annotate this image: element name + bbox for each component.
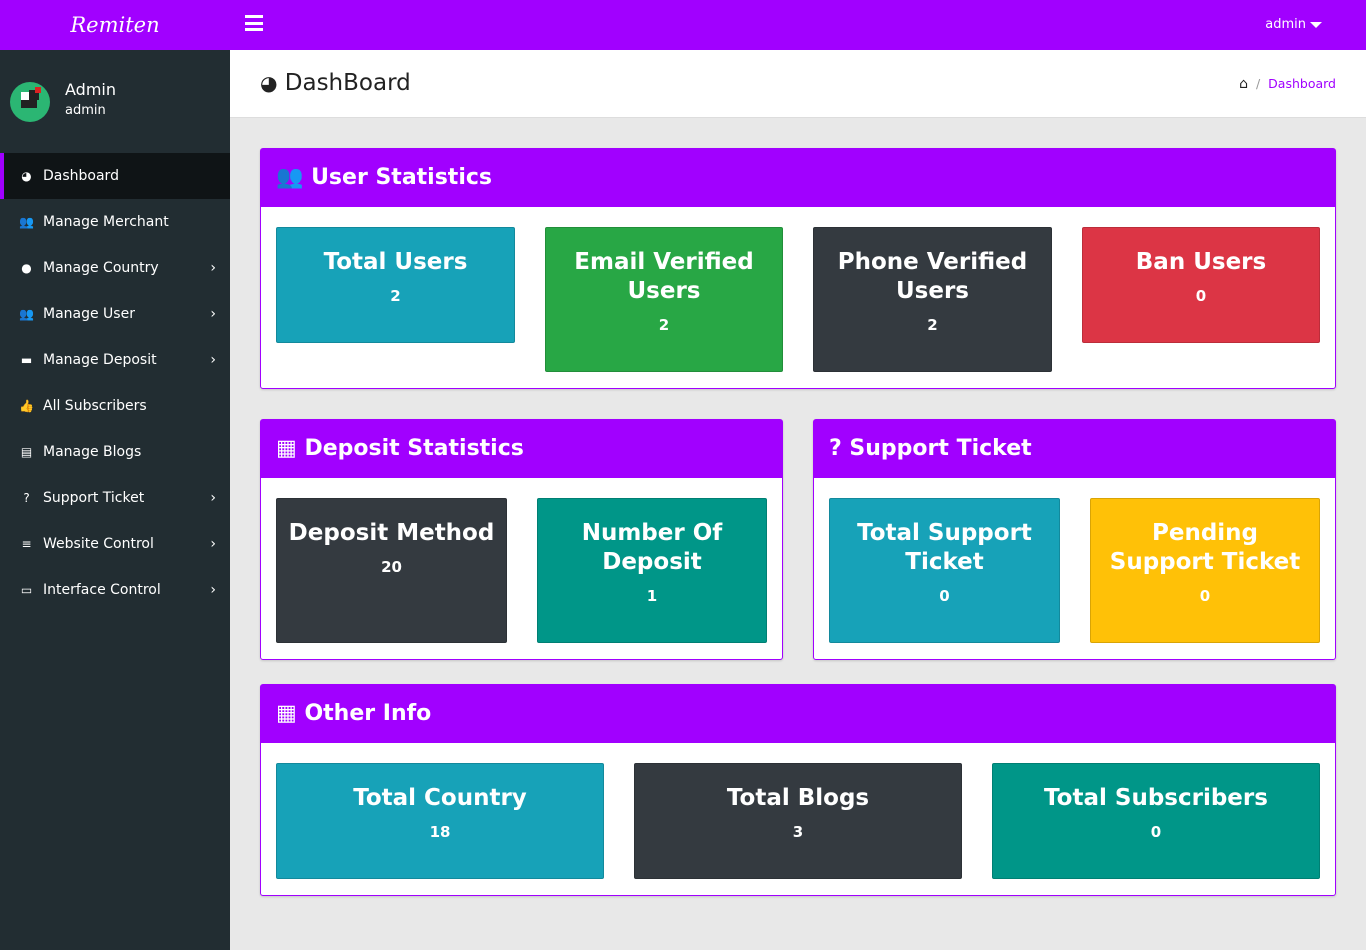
dashboard-icon: ◕ [21, 169, 32, 183]
sidebar-item-label: Manage Deposit [43, 352, 157, 368]
user-dropdown[interactable]: admin [1265, 17, 1322, 32]
sidebar-item-interface-control[interactable]: ▭ Interface Control › [0, 567, 230, 613]
stat-card[interactable]: Phone Verified Users 2 [813, 227, 1052, 372]
home-icon[interactable]: ⌂ [1239, 76, 1249, 92]
sidebar-item-label: Manage Merchant [43, 214, 169, 230]
stat-value: 0 [1195, 287, 1207, 305]
stat-label: Email Verified Users [574, 249, 754, 304]
stat-label: Total Subscribers [1044, 785, 1268, 811]
sidebar-item-label: All Subscribers [43, 398, 147, 414]
stat-value: 0 [1150, 823, 1162, 841]
sidebar-item-support-ticket[interactable]: ? Support Ticket › [0, 475, 230, 521]
sidebar-item-manage-user[interactable]: 👥 Manage User › [0, 291, 230, 337]
stat-label: Phone Verified Users [837, 249, 1028, 304]
chevron-right-icon: › [210, 490, 216, 506]
panel-header: ▦ Deposit Statistics [261, 420, 782, 478]
profile-name: Admin [65, 80, 116, 99]
breadcrumb: ⌂ / Dashboard [1239, 76, 1336, 92]
stat-value: 1 [646, 587, 658, 605]
stat-card[interactable]: Pending Support Ticket 0 [1090, 498, 1320, 643]
th-icon: ▦ [276, 701, 305, 726]
panel-title: ? Support Ticket [829, 436, 1032, 461]
stat-label: Ban Users [1135, 249, 1267, 275]
users-icon: 👥 [19, 215, 34, 229]
page-title: ◕ DashBoard [260, 70, 411, 96]
caret-down-icon [1310, 21, 1322, 28]
sidebar-item-manage-merchant[interactable]: 👥 Manage Merchant [0, 199, 230, 245]
dashboard-icon: ◕ [260, 71, 278, 95]
users-icon: 👥 [19, 307, 34, 321]
globe-icon: ● [21, 261, 32, 275]
sidebar-item-manage-deposit[interactable]: ▬ Manage Deposit › [0, 337, 230, 383]
breadcrumb-current[interactable]: Dashboard [1268, 76, 1336, 91]
stat-card[interactable]: Deposit Method 20 [276, 498, 507, 643]
panel-header: ? Support Ticket [814, 420, 1335, 478]
sidebar-item-label: Support Ticket [43, 490, 145, 506]
sidebar: Admin admin ◕ Dashboard 👥 Manage Merchant ● M… [0, 50, 230, 950]
stat-value: 3 [792, 823, 804, 841]
sidebar-item-label: Dashboard [43, 168, 119, 184]
chevron-right-icon: › [210, 260, 216, 276]
sidebar-item-dashboard[interactable]: ◕ Dashboard [0, 153, 230, 199]
stat-card[interactable]: Number Of Deposit 1 [537, 498, 767, 643]
stat-label: Pending Support Ticket [1109, 520, 1301, 575]
stat-card[interactable]: Total Country 18 [276, 763, 604, 879]
th-icon: ▦ [276, 436, 305, 461]
page-title-text: DashBoard [284, 70, 411, 96]
stat-card[interactable]: Ban Users 0 [1082, 227, 1320, 343]
stat-card[interactable]: Email Verified Users 2 [545, 227, 783, 372]
chevron-right-icon: › [210, 536, 216, 552]
stat-label: Total Blogs [726, 785, 870, 811]
sidebar-item-manage-country[interactable]: ● Manage Country › [0, 245, 230, 291]
panel-title: User Statistics [311, 165, 493, 190]
panel-header: 👥 User Statistics [261, 149, 1335, 207]
menu-toggle-icon[interactable] [245, 15, 263, 31]
newspaper-icon: ▤ [20, 445, 33, 459]
user-menu-label: admin [1265, 17, 1306, 32]
page-header: ◕ DashBoard ⌂ / Dashboard [230, 50, 1366, 118]
desktop-icon: ▭ [20, 583, 33, 597]
stat-label: Total Support Ticket [857, 520, 1032, 575]
stat-card[interactable]: Total Subscribers 0 [992, 763, 1320, 879]
users-icon: 👥 [276, 165, 312, 190]
question-circle-icon: ? [23, 491, 30, 505]
stat-label: Number Of Deposit [581, 520, 723, 575]
sidebar-item-website-control[interactable]: ≡ Website Control › [0, 521, 230, 567]
stat-label: Total Users [323, 249, 468, 275]
thumbs-up-icon: 👍 [19, 399, 34, 413]
stat-card[interactable]: Total Support Ticket 0 [829, 498, 1060, 643]
brand-logo[interactable]: Remiten [70, 13, 160, 37]
stat-card[interactable]: Total Users 2 [276, 227, 515, 343]
sidebar-item-label: Interface Control [43, 582, 161, 598]
stat-value: 18 [429, 823, 451, 841]
panel-header: ▦ Other Info [261, 685, 1335, 743]
top-navbar: Remiten admin [0, 0, 1366, 50]
sidebar-item-all-subscribers[interactable]: 👍 All Subscribers [0, 383, 230, 429]
stat-label: Deposit Method [288, 520, 495, 546]
sidebar-item-manage-blogs[interactable]: ▤ Manage Blogs [0, 429, 230, 475]
chevron-right-icon: › [210, 582, 216, 598]
chevron-right-icon: › [210, 306, 216, 322]
sidebar-item-label: Website Control [43, 536, 154, 552]
stat-card[interactable]: Total Blogs 3 [634, 763, 962, 879]
stat-value: 2 [658, 316, 670, 334]
avatar [10, 82, 50, 122]
panel-title: Deposit Statistics [304, 436, 524, 461]
sidebar-item-label: Manage Country [43, 260, 159, 276]
credit-card-icon: ▬ [20, 353, 33, 367]
sidebar-nav: ◕ Dashboard 👥 Manage Merchant ● Manage Countr… [0, 153, 230, 613]
profile-role: admin [65, 103, 106, 118]
stat-value: 20 [381, 558, 402, 576]
bars-icon: ≡ [21, 537, 32, 551]
sidebar-item-label: Manage User [43, 306, 135, 322]
stat-value: 2 [390, 287, 401, 305]
stat-value: 2 [927, 316, 938, 334]
sidebar-item-label: Manage Blogs [43, 444, 142, 460]
stat-label: Total Country [353, 785, 527, 811]
stat-value: 0 [939, 587, 950, 605]
panel-title: Other Info [304, 701, 432, 726]
stat-value: 0 [1199, 587, 1211, 605]
chevron-right-icon: › [210, 352, 216, 368]
